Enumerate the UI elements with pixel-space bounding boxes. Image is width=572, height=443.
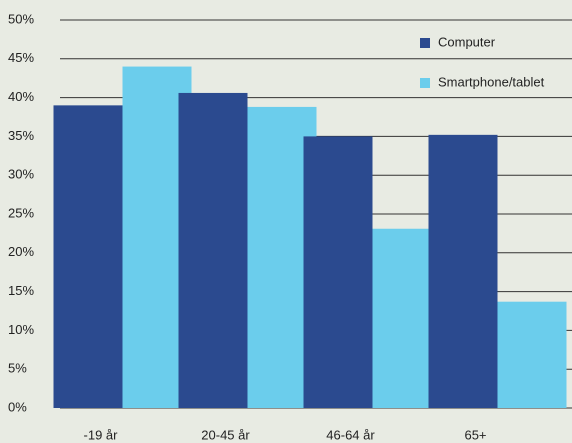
y-tick-label: 5% — [8, 361, 27, 376]
bar — [303, 136, 373, 408]
y-tick-label: 45% — [8, 50, 34, 65]
y-tick-label: 25% — [8, 205, 34, 220]
bar — [53, 105, 123, 409]
y-tick-label: 50% — [8, 11, 34, 26]
y-tick-label: 30% — [8, 167, 34, 182]
legend-label: Computer — [438, 34, 496, 49]
bar — [428, 134, 498, 408]
bar — [497, 301, 567, 408]
legend-label: Smartphone/tablet — [438, 74, 545, 89]
x-tick-label: 20-45 år — [201, 427, 250, 442]
legend-swatch — [420, 38, 430, 48]
y-tick-label: 10% — [8, 322, 34, 337]
y-tick-label: 20% — [8, 244, 34, 259]
y-tick-label: 40% — [8, 89, 34, 104]
legend-swatch — [420, 78, 430, 88]
x-tick-label: 46-64 år — [326, 427, 375, 442]
y-tick-label: 0% — [8, 399, 27, 414]
x-tick-label: -19 år — [84, 427, 119, 442]
x-tick-label: 65+ — [464, 427, 486, 442]
bar — [178, 92, 248, 408]
y-tick-label: 35% — [8, 128, 34, 143]
y-tick-label: 15% — [8, 283, 34, 298]
